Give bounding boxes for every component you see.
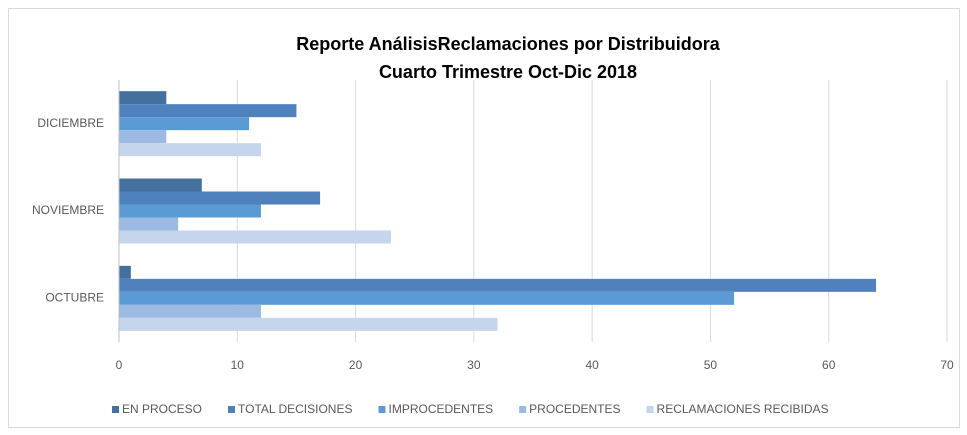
legend-swatch — [519, 406, 527, 413]
bar — [119, 265, 131, 279]
x-tick-label: 0 — [116, 358, 123, 372]
legend-swatch — [228, 406, 236, 413]
y-tick-label: NOVIEMBRE — [32, 203, 104, 217]
x-tick-label: 70 — [940, 358, 954, 372]
legend-label: EN PROCESO — [122, 402, 202, 416]
bar — [119, 178, 202, 192]
legend-label: PROCEDENTES — [529, 402, 620, 416]
bar — [119, 143, 261, 157]
bar — [119, 317, 498, 331]
bar — [119, 117, 250, 131]
bar — [119, 204, 261, 218]
x-tick-label: 40 — [585, 358, 599, 372]
chart-title: Reporte AnálisisReclamaciones por Distri… — [296, 34, 720, 54]
bar — [119, 278, 877, 292]
bar — [119, 191, 321, 205]
x-tick-label: 20 — [349, 358, 363, 372]
y-tick-label: DICIEMBRE — [37, 116, 104, 130]
bar — [119, 91, 167, 105]
chart-subtitle: Cuarto Trimestre Oct-Dic 2018 — [379, 62, 637, 82]
legend-label: RECLAMACIONES RECIBIDAS — [657, 402, 829, 416]
legend-swatch — [112, 406, 119, 413]
bar — [119, 291, 735, 305]
bar — [119, 217, 179, 231]
y-tick-label: OCTUBRE — [45, 291, 104, 305]
legend-swatch — [646, 406, 654, 413]
x-tick-label: 60 — [822, 358, 836, 372]
legend-label: IMPROCEDENTES — [388, 402, 493, 416]
legend-label: TOTAL DECISIONES — [238, 402, 352, 416]
x-tick-label: 10 — [231, 358, 245, 372]
bar — [119, 104, 297, 118]
x-tick-label: 30 — [467, 358, 481, 372]
bar — [119, 130, 167, 144]
legend-swatch — [378, 406, 386, 413]
x-tick-label: 50 — [704, 358, 718, 372]
bar — [119, 304, 261, 318]
bar — [119, 230, 392, 244]
